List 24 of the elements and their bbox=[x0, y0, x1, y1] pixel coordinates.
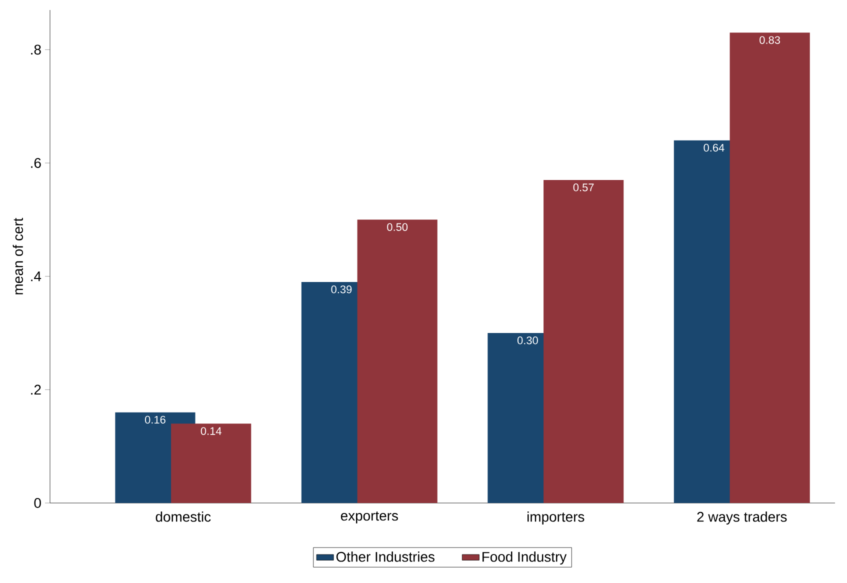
y-tick-label: .8 bbox=[31, 44, 41, 55]
data-label: 0.83 bbox=[760, 36, 780, 44]
legend-label: Other Industries bbox=[336, 552, 434, 562]
y-axis-title: mean of cert bbox=[12, 218, 24, 294]
y-tick-label: 0 bbox=[34, 498, 41, 508]
y-tick-label: .4 bbox=[31, 272, 42, 282]
data-label: 0.14 bbox=[200, 427, 222, 435]
data-label: 0.30 bbox=[517, 336, 538, 344]
bar bbox=[730, 32, 810, 503]
data-label: 0.39 bbox=[331, 286, 352, 294]
x-tick-label: exporters bbox=[340, 512, 398, 524]
data-label: 0.64 bbox=[704, 144, 724, 152]
y-tick-label: .2 bbox=[31, 384, 41, 395]
bar bbox=[357, 220, 438, 503]
x-tick-label: domestic bbox=[156, 512, 211, 522]
legend-label: Food Industry bbox=[482, 552, 567, 565]
bar bbox=[171, 424, 252, 503]
x-tick-label: importers bbox=[528, 512, 584, 525]
bar bbox=[544, 180, 624, 503]
x-tick-label: 2 ways traders bbox=[697, 512, 787, 525]
data-label: 0.16 bbox=[144, 416, 166, 424]
y-tick-label: .6 bbox=[31, 158, 41, 168]
data-label: 0.50 bbox=[387, 223, 408, 231]
data-label: 0.57 bbox=[573, 184, 594, 192]
